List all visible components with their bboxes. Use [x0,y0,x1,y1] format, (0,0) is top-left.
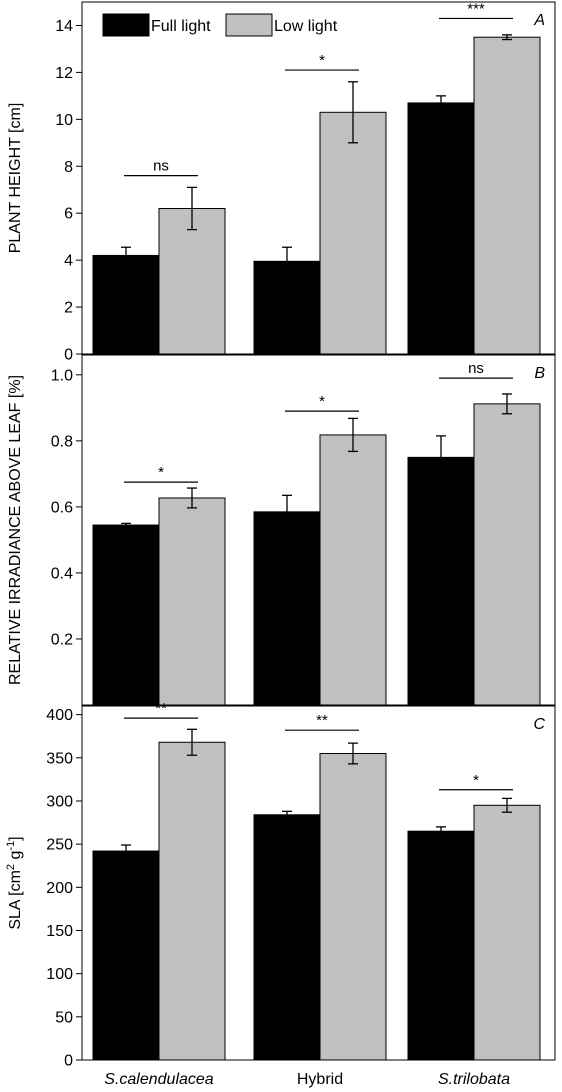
bar-low-light [319,434,387,706]
category-labels: S.calendulacea Hybrid S.trilobata [104,1071,510,1088]
bar-low-light [473,804,541,1061]
bar-full-light [92,524,160,706]
panel-b: 0.2 0.4 0.6 0.8 1.0 RELATIVE IRRADIANCE ABOVE… [7,354,556,706]
y-tick-label: 2 [64,300,73,317]
panel-letter: C [533,716,545,733]
significance-label: * [319,52,325,69]
y-tick-label: 200 [46,880,73,897]
y-tick-label: 150 [46,923,73,940]
y-tick-label: 350 [46,750,73,767]
significance-label: * [158,464,164,481]
category-label-s-trilobata: S.trilobata [438,1071,510,1088]
legend-swatch-low-light [225,13,273,37]
y-axis-title-part: SLA [cm [7,870,24,930]
y-tick-label: 0.6 [51,499,73,516]
category-label-s-calendulacea: S.calendulacea [104,1071,214,1088]
bar-low-light [473,403,541,706]
y-axis-title-part: -1 [5,841,17,851]
y-axis-title: PLANT HEIGHT [cm] [7,103,24,254]
y-tick-label: 0.2 [51,631,73,648]
bar-full-light [253,814,321,1061]
legend: Full light Low light [102,13,338,37]
y-axis-title-part: g [7,851,24,864]
y-tick-label: 0.4 [51,565,73,582]
significance-label: ns [153,158,169,175]
bar-full-light [253,511,321,706]
panel-letter: A [533,12,545,29]
y-tick-label: 1.0 [51,367,73,384]
y-tick-label: 250 [46,837,73,854]
y-tick-label: 6 [64,206,73,223]
legend-swatch-full-light [102,13,150,37]
bar-low-light [158,208,226,355]
y-tick-label: 300 [46,793,73,810]
panel-letter: B [534,365,545,382]
significance-label: ** [155,700,167,717]
y-tick-label: 0.8 [51,433,73,450]
category-label-hybrid: Hybrid [297,1071,343,1088]
y-tick-label: 8 [64,159,73,176]
y-axis-title-part: 2 [5,864,17,870]
y-tick-label: 0 [64,347,73,364]
y-tick-label: 0 [64,1053,73,1070]
y-tick-label: 50 [55,1009,73,1026]
significance-label: * [319,393,325,410]
bar-full-light [92,254,160,355]
y-tick-label: 100 [46,966,73,983]
y-axis-title: SLA [cm2 g-1] [5,836,24,929]
bar-full-light [407,456,475,706]
y-axis-title: RELATIVE IRRADIANCE ABOVE LEAF [%] [7,375,24,685]
bar-low-light [319,111,387,355]
bar-low-light [158,741,226,1061]
y-tick-label: 4 [64,253,73,270]
y-tick-label: 12 [55,65,73,82]
y-tick-label: 400 [46,707,73,724]
significance-label: * [473,772,479,789]
bar-full-light [407,102,475,355]
significance-label: ** [316,712,328,729]
legend-label-full-light: Full light [151,18,211,35]
bar-full-light [407,830,475,1061]
bar-low-light [158,497,226,706]
y-tick-label: 10 [55,112,73,129]
bar-full-light [92,850,160,1061]
bar-low-light [473,36,541,355]
significance-label: *** [467,0,485,17]
legend-label-low-light: Low light [274,18,338,35]
bar-low-light [319,752,387,1061]
significance-label: ns [468,360,484,377]
y-tick-label: 14 [55,18,73,35]
y-axis-title-part: ] [7,836,24,840]
